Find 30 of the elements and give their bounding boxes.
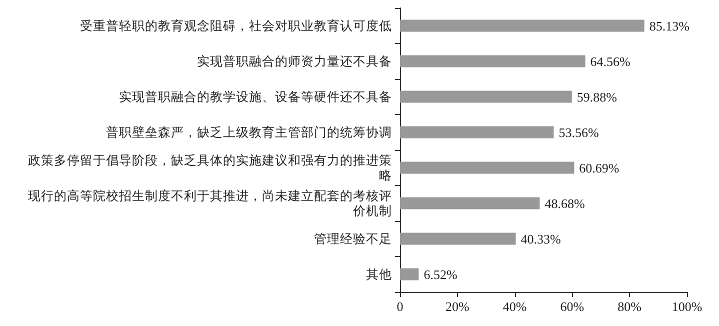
x-tick-label: 20% bbox=[445, 299, 470, 314]
x-tick-label: 80% bbox=[618, 299, 642, 314]
bar bbox=[400, 197, 540, 210]
x-tick-label: 100% bbox=[672, 299, 702, 314]
bar bbox=[400, 90, 572, 103]
y-tick-label: 实现普职融合的师资力量还不具备 bbox=[197, 53, 392, 68]
y-tick-label: 实现普职融合的教学设施、设备等硬件还不具备 bbox=[119, 88, 392, 104]
bar bbox=[400, 162, 574, 174]
bar bbox=[400, 126, 554, 138]
y-tick-label: 普职壁垒森严，缺乏上级教育主管部门的统筹协调 bbox=[106, 124, 392, 140]
data-label: 6.52% bbox=[424, 266, 458, 282]
y-tick-label: 受重普轻职的教育观念阻碍，社会对职业教育认可度低 bbox=[80, 18, 392, 33]
y-tick-label: 管理经验不足 bbox=[314, 232, 392, 246]
data-label: 59.88% bbox=[576, 89, 618, 104]
bar bbox=[400, 268, 419, 280]
data-label: 48.68% bbox=[544, 196, 585, 211]
data-label: 53.56% bbox=[558, 124, 599, 140]
x-tick-label: 0 bbox=[396, 299, 404, 314]
x-tick-label: 60% bbox=[560, 299, 584, 314]
y-tick-label: 现行的高等院校招生制度不利于其推进，尚未建立配套的考核评价机制 bbox=[28, 188, 392, 218]
data-label: 85.13% bbox=[649, 18, 690, 34]
bar bbox=[400, 20, 644, 32]
data-label: 40.33% bbox=[520, 231, 561, 246]
bar bbox=[400, 232, 516, 245]
x-tick-label: 40% bbox=[502, 299, 527, 314]
bar bbox=[400, 55, 586, 68]
y-tick-label: 其他 bbox=[366, 267, 392, 282]
data-label: 60.69% bbox=[579, 160, 620, 176]
y-tick-label: 政策多停留于倡导阶段，缺乏具体的实施建议和强有力的推进策略 bbox=[28, 153, 392, 182]
data-label: 64.56% bbox=[590, 54, 631, 69]
